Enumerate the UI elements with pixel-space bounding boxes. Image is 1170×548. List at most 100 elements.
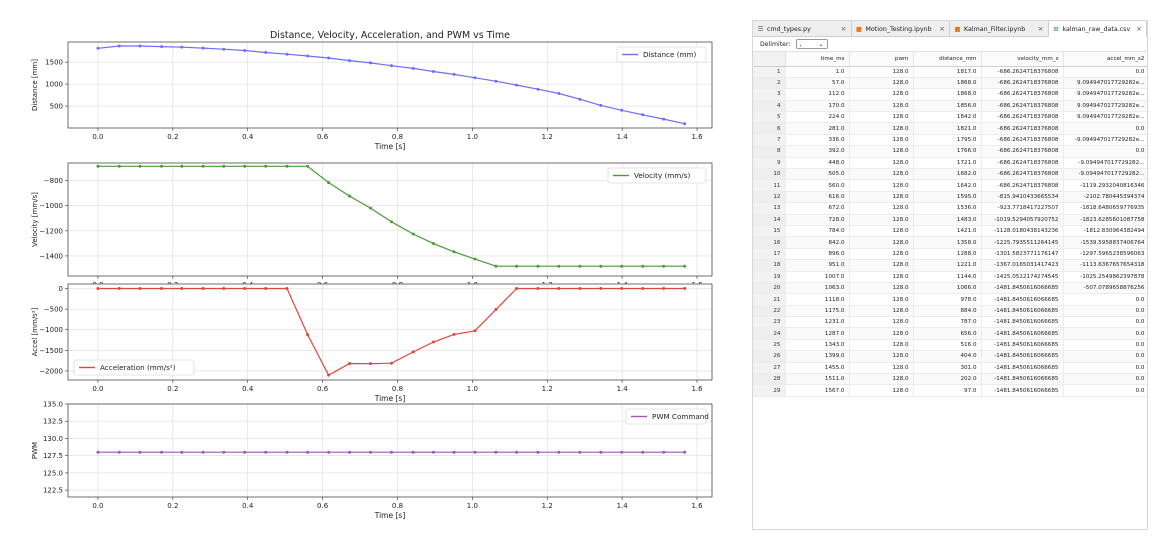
table-row[interactable]: 29 1567.0 128.0 97.0 -1481.8450616066685 0.0 <box>753 384 1147 397</box>
table-cell: 0.0 <box>1063 373 1147 386</box>
table-row[interactable]: 11 560.0 128.0 1642.0 -686.2624718376808 -111… <box>753 179 1147 192</box>
tab-kalman-filter-ipynb[interactable]: ■ Kalman_Filter.ipynb × <box>950 21 1049 37</box>
accel-data-point <box>662 287 666 291</box>
column-header-distance-mm[interactable]: distance_mm <box>913 52 982 67</box>
table-cell: 0.0 <box>1063 293 1147 306</box>
grid-header-row: time_ms pwm distance_mm velocity_mm_s accel_… <box>753 52 1147 67</box>
distance-data-point <box>620 108 624 112</box>
distance-data-point <box>117 44 121 48</box>
velocity-data-point <box>536 264 540 268</box>
tab-cmd-types-py[interactable]: ☰ cmd_types.py × <box>753 21 852 37</box>
distance-x-tick-label: 1.4 <box>617 133 629 141</box>
velocity-data-point <box>473 257 477 261</box>
table-row[interactable]: 16 842.0 128.0 1358.0 -1225.7935511264145 -15… <box>753 236 1147 249</box>
table-cell: 0.0 <box>1063 316 1147 329</box>
row-index: 10 <box>753 168 786 181</box>
column-header-velocity-mm-s[interactable]: velocity_mm_s <box>981 52 1064 67</box>
pwm-axes-frame <box>67 403 713 498</box>
accel-data-point <box>160 287 164 291</box>
table-cell: 0.0 <box>1063 305 1147 318</box>
table-cell: 560.0 <box>785 179 850 192</box>
close-icon[interactable]: × <box>1136 25 1142 33</box>
table-row[interactable]: 8 392.0 128.0 1766.0 -686.2624718376808 0.0 <box>753 145 1147 158</box>
table-cell: 0.0 <box>1063 122 1147 135</box>
close-icon[interactable]: × <box>1037 25 1044 33</box>
velocity-y-tick-label: −1000 <box>39 202 63 210</box>
distance-data-point <box>599 103 603 107</box>
velocity-data-point <box>452 250 456 254</box>
table-row[interactable]: 15 784.0 128.0 1421.0 -1128.0180438143236 -18… <box>753 225 1147 238</box>
table-row[interactable]: 23 1231.0 128.0 787.0 -1481.8450616066685 0.0 <box>753 316 1147 329</box>
row-index: 26 <box>753 350 786 363</box>
pwm-subplot: 0.0 0.2 0.4 0.6 0.8 1.0 1.2 1.4 1.6 122.5 125.0 127… <box>31 401 713 520</box>
row-index: 23 <box>753 316 786 329</box>
table-row[interactable]: 13 672.0 128.0 1536.0 -923.7718417227507 -181… <box>753 202 1147 215</box>
table-row[interactable]: 10 505.0 128.0 1682.0 -686.2624718376808 -9.0… <box>753 168 1147 181</box>
table-cell: 0.0 <box>1063 145 1147 158</box>
table-row[interactable]: 24 1287.0 128.0 656.0 -1481.8450616066685 0.0 <box>753 327 1147 340</box>
table-row[interactable]: 9 448.0 128.0 1721.0 -686.2624718376808 -9.09… <box>753 157 1147 170</box>
distance-data-point <box>180 45 184 49</box>
delimiter-select[interactable]: , ⌄ <box>795 39 828 49</box>
column-header-accel-mm-s2[interactable]: accel_mm_s2 <box>1063 52 1147 67</box>
accel-data-point <box>96 287 100 291</box>
table-cell: 128.0 <box>849 248 914 261</box>
table-row[interactable]: 14 728.0 128.0 1483.0 -1019.5294057920752 -18… <box>753 214 1147 226</box>
table-row[interactable]: 27 1455.0 128.0 301.0 -1481.8450616066685 0.0 <box>753 362 1147 375</box>
table-row[interactable]: 12 616.0 128.0 1595.0 -815.9410433665534 -210… <box>753 191 1147 204</box>
table-cell: 128.0 <box>849 100 914 113</box>
table-row[interactable]: 25 1343.0 128.0 516.0 -1481.8450616066685 0.0 <box>753 339 1147 352</box>
table-cell: 404.0 <box>913 350 982 363</box>
pwm-legend: PWM Command <box>625 408 709 425</box>
table-cell: 128.0 <box>849 202 914 215</box>
table-row[interactable]: 5 224.0 128.0 1842.0 -686.2624718376808 9.094… <box>753 111 1147 124</box>
accel-data-point <box>285 287 289 291</box>
table-row[interactable]: 17 896.0 128.0 1288.0 -1301.5823771176147 -12… <box>753 248 1147 261</box>
accel-data-point <box>222 287 226 291</box>
row-index: 21 <box>753 293 786 306</box>
close-icon[interactable]: × <box>840 25 847 33</box>
distance-data-point <box>369 61 373 65</box>
table-row[interactable]: 19 1007.0 128.0 1144.0 -1425.0522174274545 -1… <box>753 271 1147 283</box>
table-cell: 1231.0 <box>785 316 850 329</box>
table-cell: 128.0 <box>849 305 914 318</box>
tab-kalman-raw-data-csv[interactable]: ⊞ kalman_raw_data.csv × <box>1048 21 1147 37</box>
table-cell: 884.0 <box>913 305 982 318</box>
table-cell: 1856.0 <box>913 100 982 113</box>
accel-data-point <box>201 287 205 291</box>
column-header-time-ms[interactable]: time_ms <box>785 52 850 67</box>
table-row[interactable]: 3 112.0 128.0 1868.0 -686.2624718376808 9.094… <box>753 88 1147 101</box>
table-cell: 128.0 <box>849 214 914 226</box>
table-cell: -1025.2549862397878 <box>1063 271 1147 283</box>
table-row[interactable]: 20 1063.0 128.0 1066.0 -1481.8450616066685 -5… <box>753 282 1147 295</box>
row-index: 15 <box>753 225 786 238</box>
row-index: 12 <box>753 191 786 204</box>
table-row[interactable]: 26 1399.0 128.0 404.0 -1481.8450616066685 0.0 <box>753 350 1147 363</box>
table-row[interactable]: 1 1.0 128.0 1817.0 -686.2624718376808 0.0 <box>753 66 1147 78</box>
velocity-data-point <box>201 164 205 168</box>
column-header-pwm[interactable]: pwm <box>849 52 914 67</box>
accel-axes-frame <box>67 283 713 381</box>
table-cell: -686.2624718376808 <box>981 77 1064 90</box>
distance-legend: Distance (mm) <box>616 46 707 63</box>
table-cell: 656.0 <box>913 327 982 340</box>
table-cell: 1287.0 <box>785 327 850 340</box>
table-row[interactable]: 28 1511.0 128.0 202.0 -1481.8450616066685 0.0 <box>753 373 1147 386</box>
velocity-data-point <box>222 164 226 168</box>
row-index: 7 <box>753 134 786 147</box>
pwm-data-point <box>222 450 226 454</box>
accel-data-point <box>557 287 561 291</box>
table-row[interactable]: 4 170.0 128.0 1856.0 -686.2624718376808 9.094… <box>753 100 1147 113</box>
table-row[interactable]: 22 1175.0 128.0 884.0 -1481.8450616066685 0.0 <box>753 305 1147 318</box>
tab-motion-testing-ipynb[interactable]: ■ Motion_Testing.ipynb × <box>852 21 950 37</box>
table-cell: 1421.0 <box>913 225 982 238</box>
table-row[interactable]: 6 281.0 128.0 1821.0 -686.2624718376808 0.0 <box>753 122 1147 135</box>
table-row[interactable]: 2 57.0 128.0 1868.0 -686.2624718376808 9.0949… <box>753 77 1147 90</box>
table-row[interactable]: 18 951.0 128.0 1221.0 -1367.0165031417423 -11… <box>753 259 1147 272</box>
table-row[interactable]: 21 1118.0 128.0 978.0 -1481.8450616066685 0.0 <box>753 293 1147 306</box>
close-icon[interactable]: × <box>939 25 945 33</box>
table-cell: 896.0 <box>785 248 850 261</box>
table-row[interactable]: 7 336.0 128.0 1795.0 -686.2624718376808 -9.09… <box>753 134 1147 147</box>
velocity-data-point <box>285 164 289 168</box>
pwm-x-tick-label: 0.4 <box>242 502 254 510</box>
